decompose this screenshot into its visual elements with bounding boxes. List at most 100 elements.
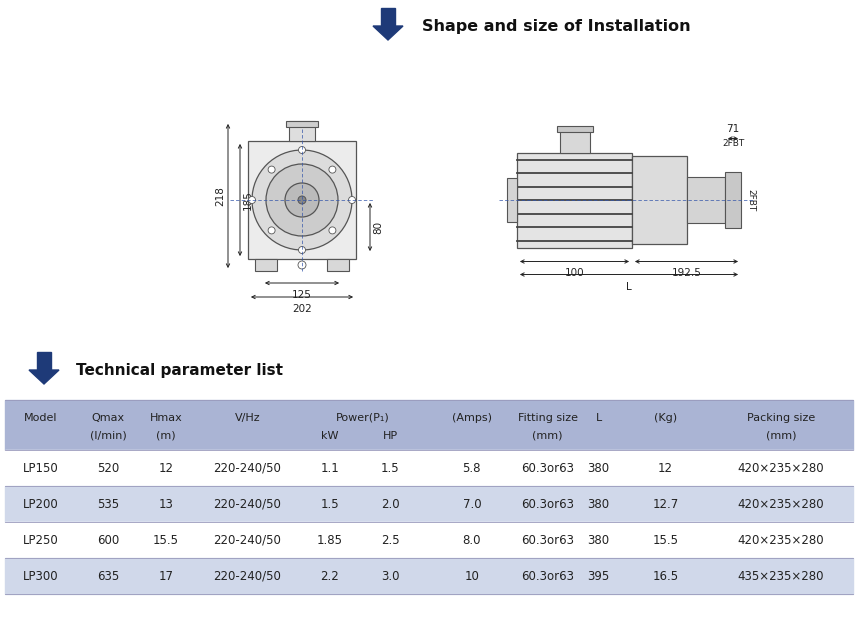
Text: 1.5: 1.5	[381, 462, 400, 474]
Text: 1.85: 1.85	[317, 533, 343, 547]
Text: 220-240/50: 220-240/50	[214, 570, 281, 582]
Text: kW: kW	[321, 431, 339, 441]
Polygon shape	[373, 26, 403, 40]
Text: LP150: LP150	[23, 462, 59, 474]
Bar	[248, 141, 356, 259]
Text: 60.3or63: 60.3or63	[521, 533, 574, 547]
Text: 15.5: 15.5	[653, 533, 679, 547]
Text: 2.5: 2.5	[381, 533, 400, 547]
Circle shape	[348, 196, 355, 203]
Polygon shape	[29, 370, 59, 384]
Text: 2.0: 2.0	[381, 497, 400, 511]
Text: 600: 600	[97, 533, 119, 547]
Text: 420×235×280: 420×235×280	[738, 497, 825, 511]
Circle shape	[249, 196, 256, 203]
Text: 185: 185	[243, 190, 253, 210]
Circle shape	[299, 246, 305, 253]
Bar	[5, 558, 853, 594]
Text: 80: 80	[373, 220, 383, 234]
Text: 7.0: 7.0	[462, 497, 481, 511]
Bar	[725, 172, 741, 228]
Text: 380: 380	[588, 533, 610, 547]
Text: 71: 71	[727, 123, 740, 133]
Text: 17: 17	[159, 570, 173, 582]
Bar	[507, 178, 517, 222]
Text: 2FBT: 2FBT	[722, 138, 744, 147]
Bar	[557, 126, 593, 131]
Text: 380: 380	[588, 462, 610, 474]
Text: LP200: LP200	[23, 497, 59, 511]
Text: LP300: LP300	[23, 570, 59, 582]
Bar	[5, 522, 853, 558]
Bar	[289, 121, 315, 141]
Text: 12: 12	[658, 462, 673, 474]
Circle shape	[268, 227, 275, 234]
Text: 13: 13	[159, 497, 173, 511]
Text: (m): (m)	[156, 431, 176, 441]
Text: 3.0: 3.0	[381, 570, 400, 582]
Text: HP: HP	[383, 431, 398, 441]
Text: 220-240/50: 220-240/50	[214, 462, 281, 474]
Text: L: L	[626, 281, 631, 291]
Circle shape	[298, 261, 306, 269]
Text: V/Hz: V/Hz	[235, 413, 260, 423]
Text: 5.8: 5.8	[462, 462, 481, 474]
Text: Power(P₁): Power(P₁)	[335, 413, 390, 423]
Text: (Amps): (Amps)	[452, 413, 492, 423]
Bar	[327, 259, 349, 271]
Text: Model: Model	[24, 413, 57, 423]
Text: 395: 395	[588, 570, 610, 582]
Circle shape	[329, 227, 335, 234]
Text: 125: 125	[292, 290, 312, 300]
Text: (mm): (mm)	[765, 431, 796, 441]
Bar	[560, 131, 590, 152]
Text: 60.3or63: 60.3or63	[521, 462, 574, 474]
Bar	[37, 352, 51, 370]
Text: 420×235×280: 420×235×280	[738, 462, 825, 474]
Bar	[687, 177, 725, 223]
Text: (mm): (mm)	[533, 431, 563, 441]
Text: 8.0: 8.0	[462, 533, 481, 547]
Text: 1.1: 1.1	[320, 462, 339, 474]
Text: 2FBT: 2FBT	[746, 189, 755, 211]
Circle shape	[299, 147, 305, 154]
Text: L: L	[595, 413, 601, 423]
Text: 16.5: 16.5	[653, 570, 679, 582]
Text: 12.7: 12.7	[652, 497, 679, 511]
Text: 10: 10	[464, 570, 480, 582]
Bar	[517, 152, 632, 248]
Text: 60.3or63: 60.3or63	[521, 497, 574, 511]
Text: Shape and size of Installation: Shape and size of Installation	[422, 18, 691, 34]
Text: 220-240/50: 220-240/50	[214, 497, 281, 511]
Text: 420×235×280: 420×235×280	[738, 533, 825, 547]
Text: 1.5: 1.5	[321, 497, 339, 511]
Circle shape	[266, 164, 338, 236]
Text: 435×235×280: 435×235×280	[738, 570, 825, 582]
Text: Fitting size: Fitting size	[517, 413, 577, 423]
Text: 520: 520	[97, 462, 119, 474]
Bar	[381, 8, 395, 26]
Circle shape	[285, 183, 319, 217]
Text: 202: 202	[292, 304, 311, 314]
Text: Technical parameter list: Technical parameter list	[76, 363, 283, 377]
Text: 15.5: 15.5	[153, 533, 179, 547]
Bar	[5, 486, 853, 522]
Bar	[5, 450, 853, 486]
Circle shape	[329, 166, 335, 173]
Text: 100: 100	[565, 269, 584, 279]
Bar	[5, 400, 853, 450]
Text: 380: 380	[588, 497, 610, 511]
Circle shape	[298, 196, 306, 204]
Circle shape	[268, 166, 275, 173]
Text: 635: 635	[97, 570, 119, 582]
Circle shape	[252, 150, 352, 250]
Text: 12: 12	[159, 462, 173, 474]
Text: 2.2: 2.2	[320, 570, 339, 582]
Bar	[255, 259, 277, 271]
Bar	[632, 156, 687, 244]
Text: Packing size: Packing size	[746, 413, 815, 423]
Text: 218: 218	[215, 186, 225, 206]
Text: Hmax: Hmax	[150, 413, 183, 423]
Text: LP250: LP250	[23, 533, 59, 547]
Bar	[286, 121, 318, 127]
